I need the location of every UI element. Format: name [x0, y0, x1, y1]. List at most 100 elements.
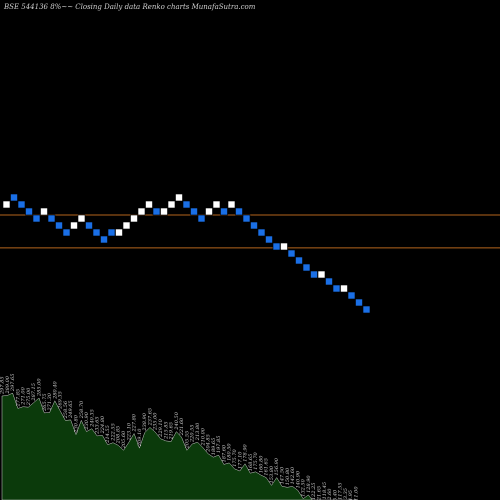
up-brick-29 [212, 200, 221, 209]
up-brick-46 [340, 284, 348, 293]
volume-label-68: 111.00 [354, 486, 360, 500]
volume-label-14: 249.65 [68, 400, 74, 419]
volume-label-13: 258.56 [63, 400, 69, 419]
volume-label-36: 205.55 [184, 431, 190, 450]
volume-label-9: 265.75 [42, 393, 48, 412]
down-brick-25 [182, 200, 191, 209]
volume-label-60: 122.25 [311, 483, 317, 500]
down-brick-44 [325, 277, 333, 286]
up-brick-19 [137, 207, 146, 216]
volume-label-28: 238.90 [142, 412, 148, 431]
up-brick-6 [40, 207, 48, 216]
down-brick-7 [47, 214, 56, 223]
up-brick-1 [2, 200, 11, 209]
down-brick-13 [92, 228, 101, 237]
down-brick-39 [287, 249, 296, 258]
down-brick-26 [190, 207, 198, 216]
volume-label-16: 258.70 [79, 400, 85, 419]
volume-label-19: 233.65 [95, 416, 101, 435]
down-brick-14 [100, 235, 108, 244]
volume-label-34: 240.50 [174, 411, 180, 430]
volume-label-22: 222.55 [111, 423, 117, 442]
volume-label-24: 205.60 [121, 430, 127, 449]
down-brick-49 [362, 305, 371, 314]
volume-label-10: 271.30 [47, 392, 53, 411]
volume-label-53: 156.90 [274, 457, 280, 475]
down-brick-47 [347, 291, 356, 300]
volume-label-50: 160.80 [258, 455, 264, 473]
up-brick-18 [130, 214, 138, 223]
down-brick-36 [265, 235, 273, 244]
up-brick-22 [160, 207, 168, 216]
volume-label-1: 297.85 [0, 377, 6, 396]
volume-label-30: 235.00 [153, 412, 159, 431]
volume-label-11: 280.40 [52, 380, 58, 399]
down-brick-40 [295, 256, 303, 265]
down-brick-37 [272, 242, 281, 251]
volume-label-62: 118.45 [322, 482, 328, 500]
down-brick-42 [310, 270, 318, 279]
down-brick-5 [32, 214, 41, 223]
volume-label-59: 128.90 [306, 475, 312, 493]
up-brick-38 [280, 242, 288, 251]
volume-label-27: 209.10 [137, 428, 143, 447]
down-brick-9 [62, 228, 71, 237]
down-brick-45 [332, 284, 341, 293]
up-brick-11 [77, 214, 86, 223]
down-brick-2 [10, 193, 18, 202]
volume-label-54: 147.50 [280, 466, 286, 484]
volume-label-57: 140.90 [295, 470, 301, 488]
volume-label-12: 269.35 [58, 391, 64, 410]
volume-label-6: 275.00 [26, 387, 32, 406]
volume-label-17: 230.90 [84, 411, 90, 430]
volume-label-3: 297.65 [10, 374, 16, 393]
up-brick-24 [175, 193, 183, 202]
volume-label-21: 214.55 [105, 425, 111, 444]
down-brick-4 [25, 207, 33, 216]
down-brick-41 [302, 263, 311, 272]
up-brick-28 [205, 207, 213, 216]
up-brick-31 [227, 200, 236, 209]
volume-label-35: 221.60 [179, 417, 185, 436]
down-brick-8 [55, 221, 63, 230]
volume-area [1, 392, 357, 500]
down-brick-21 [152, 207, 161, 216]
volume-label-20: 224.80 [100, 415, 106, 434]
volume-label-23: 208.85 [116, 426, 122, 445]
volume-label-43: 187.60 [221, 444, 227, 462]
volume-label-33: 219.65 [169, 422, 175, 441]
down-brick-35 [257, 228, 266, 237]
up-brick-16 [115, 228, 123, 237]
volume-label-25: 223.10 [126, 422, 132, 441]
volume-label-4: 277.85 [15, 389, 21, 408]
down-brick-12 [85, 221, 93, 230]
up-brick-43 [317, 270, 326, 279]
volume-label-45: 175.70 [232, 448, 238, 466]
volume-label-65: 117.55 [338, 482, 344, 500]
volume-label-49: 175.70 [253, 451, 259, 469]
volume-label-8: 285.00 [37, 378, 43, 397]
volume-label-46: 177.10 [237, 451, 243, 469]
volume-label-39: 210.00 [200, 427, 206, 446]
volume-label-55: 150.80 [285, 467, 291, 485]
down-brick-48 [355, 298, 363, 307]
up-brick-17 [122, 221, 131, 230]
chart-title: BSE 544136 8%~~ Closing Daily data Renko… [3, 3, 256, 11]
volume-label-64: 115.40 [332, 489, 338, 500]
volume-label-29: 237.65 [147, 408, 153, 427]
renko-bricks [2, 193, 371, 314]
down-brick-27 [197, 214, 206, 223]
volume-label-15: 230.80 [74, 414, 80, 433]
down-brick-34 [250, 221, 258, 230]
volume-label-37: 220.55 [190, 425, 196, 444]
volume-label-7: 287.15 [31, 383, 37, 402]
volume-label-26: 227.80 [132, 413, 138, 432]
volume-label-40: 204.85 [206, 434, 212, 453]
volume-label-5: 271.00 [21, 386, 27, 405]
volume-label-67: 114.95 [348, 490, 354, 500]
volume-label-44: 180.50 [227, 443, 233, 461]
volume-label-52: 153.80 [269, 465, 275, 483]
